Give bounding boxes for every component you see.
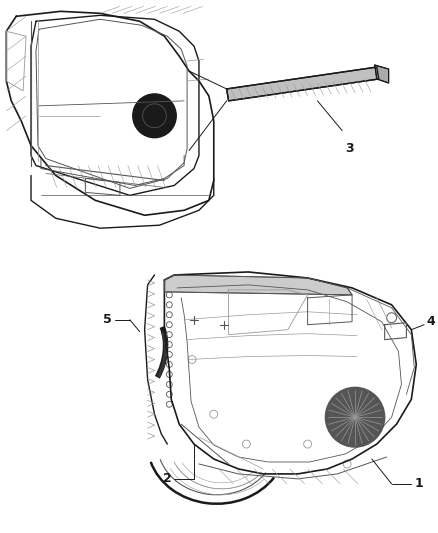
Text: 5: 5 [103,313,112,326]
Text: 3: 3 [345,142,354,155]
Text: 2: 2 [162,472,171,486]
Circle shape [325,387,385,447]
Circle shape [133,94,176,138]
Polygon shape [164,275,352,295]
Polygon shape [226,67,379,101]
Text: 1: 1 [414,478,423,490]
Text: 4: 4 [426,315,435,328]
Polygon shape [375,65,389,83]
